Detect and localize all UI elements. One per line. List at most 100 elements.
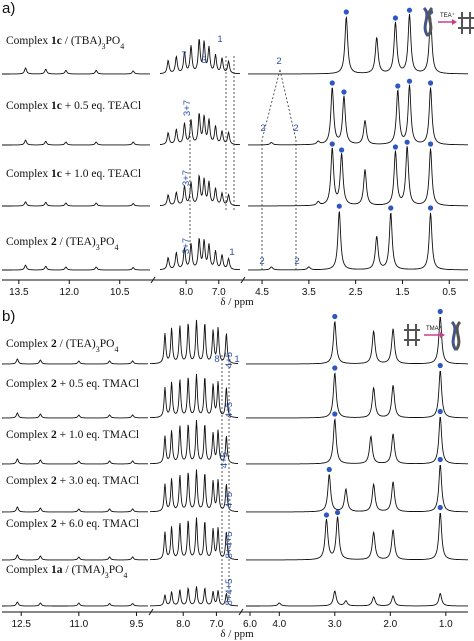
axis-a-ticks: 13.5 12.0 10.5 8.0 7.0 4.5 3.5 2.5 1.5 0.5 — [9, 276, 457, 298]
peak-marker — [406, 7, 413, 13]
peak-assignment-label: 3+7 — [181, 170, 192, 186]
axis-a-xlabel: δ / ppm — [220, 296, 254, 308]
spectrum-trace — [2, 513, 468, 561]
label-backdrop — [4, 428, 142, 442]
x-tick-label: 4.0 — [272, 619, 286, 630]
spectrum-label: Complex 1c / (TBA)3PO4 — [6, 35, 124, 51]
guide-line — [261, 69, 281, 141]
peak-assignment-label: 1 — [229, 247, 234, 258]
label-backdrop — [4, 517, 142, 531]
peak-assignment-label: 1 — [234, 354, 239, 365]
x-tick-label: 4.5 — [255, 287, 269, 298]
x-tick-label: 8.0 — [176, 619, 190, 630]
scheme-b-label: TMA⁺ — [426, 325, 442, 332]
peak-assignment-label: 3+7 — [182, 100, 193, 116]
peak-marker — [437, 456, 443, 463]
scheme-a-label: TEA⁺ — [440, 12, 455, 19]
peak-assignment-label: 1 — [217, 34, 222, 45]
spectrum-trace — [2, 146, 468, 207]
peak-marker — [406, 78, 413, 84]
peak-assignment-label: 4+5 — [219, 452, 230, 468]
label-backdrop — [4, 235, 121, 253]
spectra-panel-a: Complex 1c / (TBA)3PO4 Complex 1c + 0.5 e… — [2, 7, 468, 271]
peak-marker — [332, 411, 338, 417]
peak-marker — [336, 203, 342, 209]
peak-assignment-label: 2 — [276, 56, 281, 67]
x-tick-label: 7.0 — [212, 287, 226, 298]
peak-marker — [339, 147, 345, 153]
spectrum-trace — [2, 84, 468, 146]
x-tick-label: 0.5 — [442, 287, 456, 298]
peak-marker — [326, 466, 332, 473]
peak-marker — [343, 9, 349, 15]
peak-marker — [404, 139, 410, 145]
peak-marker — [323, 512, 330, 518]
peak-marker — [427, 80, 434, 86]
x-tick-label: 12.5 — [11, 619, 31, 630]
axis-b-ticks: 12.5 11.0 9.5 8.0 7.0 6.0 4.0 3.0 2.0 1.0 — [11, 608, 453, 630]
peak-marker — [437, 362, 443, 369]
peak-marker — [437, 504, 443, 511]
spectrum-trace — [2, 317, 468, 365]
spectrum-label: Complex 2 / (TEA)3PO4 — [6, 236, 118, 252]
peak-marker — [341, 89, 347, 95]
panel-label-a: a) — [2, 0, 15, 17]
panel-label-b: b) — [2, 308, 15, 325]
x-tick-label: 6.0 — [243, 619, 257, 630]
spectrum-label: Complex 1c + 1.0 eq. TEACl — [6, 168, 141, 180]
peak-marker — [395, 83, 401, 89]
x-tick-label: 3.5 — [302, 287, 316, 298]
spectrum-label: Complex 2 + 1.0 eq. TMACl — [6, 429, 139, 441]
peak-assignment-label: 8+4+5 — [224, 579, 235, 606]
peak-marker — [332, 365, 338, 371]
label-backdrop — [4, 377, 142, 391]
peak-assignment-label: 3+7 — [181, 238, 192, 254]
peak-assignment-label: 7 — [181, 50, 186, 61]
scheme-grid-to-helicate-icon: TMA⁺ — [404, 320, 462, 351]
peak-marker — [392, 15, 399, 21]
x-tick-label: 2.0 — [383, 619, 397, 630]
peak-marker — [392, 144, 399, 150]
peak-assignment-label: 4+5 — [224, 402, 235, 418]
spectrum-trace — [2, 210, 468, 271]
peak-marker — [437, 408, 443, 415]
peak-assignment-label: 8 — [214, 354, 219, 365]
spectrum-label: Complex 2 + 3.0 eq. TMACl — [6, 475, 139, 487]
guide-line — [279, 69, 297, 141]
peak-assignment-label: 4+5 — [224, 492, 235, 508]
x-tick-label: 13.5 — [9, 287, 29, 298]
spectrum-trace — [2, 586, 468, 607]
peak-marker — [334, 509, 341, 516]
spectrum-trace — [2, 417, 468, 465]
peak-assignment-label: 2 — [294, 256, 299, 267]
x-tick-label: 9.5 — [130, 619, 144, 630]
spectrum-label: Complex 1c + 0.5 eq. TEACl — [6, 100, 141, 112]
x-tick-label: 12.0 — [60, 287, 80, 298]
peak-marker — [329, 141, 335, 147]
label-backdrop — [4, 167, 144, 181]
x-tick-label: 10.5 — [110, 287, 130, 298]
peak-marker — [329, 80, 335, 86]
peak-assignment-label: 8+4+5 — [224, 532, 235, 559]
axis-b-xlabel: δ / ppm — [220, 628, 254, 640]
label-backdrop — [4, 563, 130, 581]
axis-break — [148, 608, 154, 616]
peak-marker — [427, 141, 434, 147]
peak-marker — [427, 205, 434, 211]
x-tick-label: 1.5 — [396, 287, 410, 298]
spectrum-label: Complex 2 + 6.0 eq. TMACl — [6, 518, 139, 530]
spectrum-trace — [2, 371, 468, 419]
spectrum-label: Complex 2 + 0.5 eq. TMACl — [6, 378, 139, 390]
annotations: 7312223+73+73+71224+5814+54+54+58+4+58+4… — [181, 34, 300, 605]
x-tick-label: 1.0 — [439, 619, 453, 630]
x-tick-label: 11.0 — [69, 619, 88, 630]
peak-marker — [332, 313, 338, 320]
x-tick-label: 3.0 — [328, 619, 342, 630]
label-backdrop — [4, 34, 127, 52]
peak-assignment-label: 3 — [201, 55, 206, 66]
peak-marker — [437, 308, 443, 315]
axis-break — [240, 276, 246, 284]
label-backdrop — [4, 474, 142, 488]
x-tick-label: 8.0 — [179, 287, 193, 298]
